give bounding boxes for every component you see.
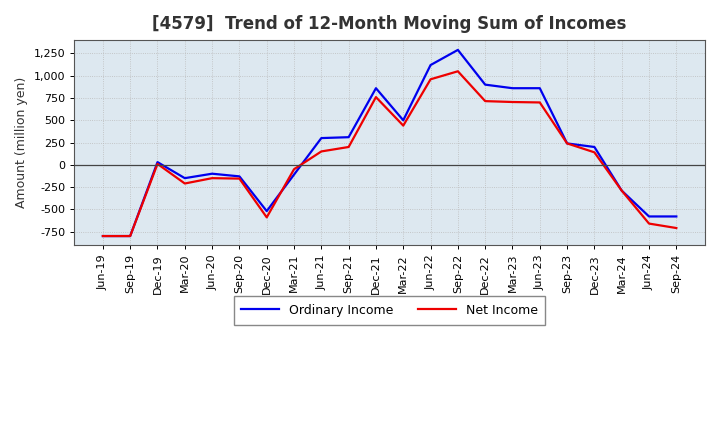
Net Income — [590, 150, 599, 155]
Ordinary Income — [181, 176, 189, 181]
Ordinary Income — [262, 209, 271, 214]
Ordinary Income — [317, 136, 325, 141]
Ordinary Income — [454, 47, 462, 52]
Net Income — [508, 99, 517, 105]
Ordinary Income — [99, 233, 107, 238]
Net Income — [454, 69, 462, 74]
Net Income — [617, 188, 626, 193]
Line: Ordinary Income: Ordinary Income — [103, 50, 676, 236]
Ordinary Income — [344, 135, 353, 140]
Net Income — [399, 123, 408, 128]
Ordinary Income — [399, 117, 408, 123]
Net Income — [235, 176, 244, 181]
Net Income — [372, 95, 380, 100]
Net Income — [426, 77, 435, 82]
Y-axis label: Amount (million yen): Amount (million yen) — [15, 77, 28, 208]
Ordinary Income — [235, 174, 244, 179]
Ordinary Income — [672, 214, 680, 219]
Ordinary Income — [508, 85, 517, 91]
Net Income — [153, 161, 162, 167]
Line: Net Income: Net Income — [103, 71, 676, 236]
Net Income — [344, 144, 353, 150]
Ordinary Income — [617, 188, 626, 193]
Ordinary Income — [208, 171, 217, 176]
Net Income — [563, 141, 572, 146]
Net Income — [289, 167, 298, 172]
Ordinary Income — [289, 172, 298, 177]
Net Income — [644, 221, 653, 226]
Net Income — [126, 233, 135, 238]
Ordinary Income — [536, 85, 544, 91]
Net Income — [262, 215, 271, 220]
Ordinary Income — [644, 214, 653, 219]
Ordinary Income — [590, 144, 599, 150]
Ordinary Income — [372, 85, 380, 91]
Ordinary Income — [426, 62, 435, 68]
Ordinary Income — [481, 82, 490, 87]
Net Income — [536, 100, 544, 105]
Legend: Ordinary Income, Net Income: Ordinary Income, Net Income — [234, 296, 545, 325]
Ordinary Income — [563, 141, 572, 146]
Net Income — [481, 99, 490, 104]
Net Income — [99, 233, 107, 238]
Net Income — [181, 181, 189, 186]
Ordinary Income — [126, 233, 135, 238]
Net Income — [317, 149, 325, 154]
Title: [4579]  Trend of 12-Month Moving Sum of Incomes: [4579] Trend of 12-Month Moving Sum of I… — [153, 15, 627, 33]
Net Income — [208, 176, 217, 181]
Ordinary Income — [153, 159, 162, 165]
Net Income — [672, 225, 680, 231]
